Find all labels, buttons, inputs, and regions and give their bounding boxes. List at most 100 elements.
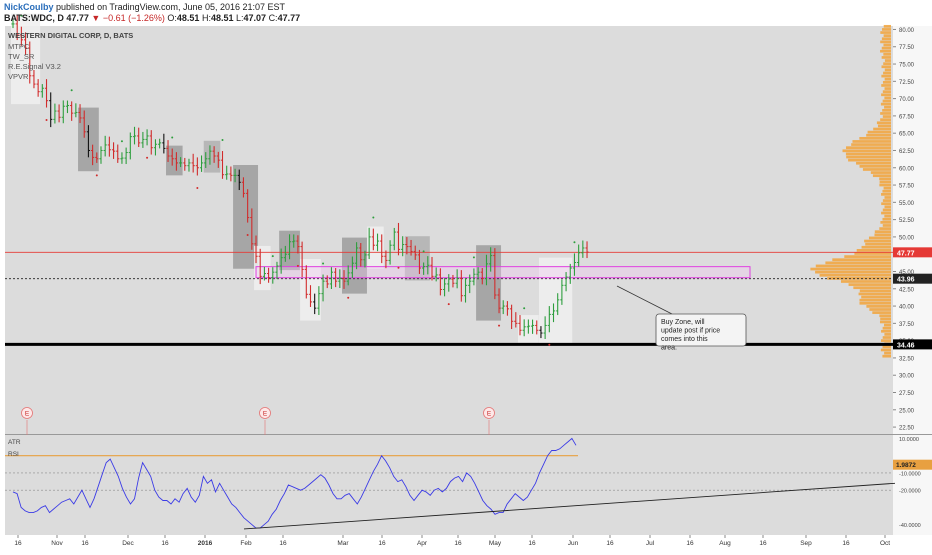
time-tick-label: Oct	[880, 540, 890, 547]
price-tick-label: 30.00	[899, 374, 915, 380]
ohlc-bar	[70, 101, 74, 121]
volume-profile-bar	[815, 264, 891, 268]
ohlc-bar	[11, 19, 15, 29]
volume-profile-bar	[881, 56, 891, 59]
rsi-trendline	[243, 482, 896, 530]
ohlc-bar	[367, 227, 371, 260]
volume-profile-bar	[845, 152, 891, 156]
volume-profile-bar	[882, 224, 891, 227]
ohlc-bar	[438, 268, 442, 296]
signal-zone-box	[166, 145, 183, 176]
volume-profile-bar	[884, 214, 891, 218]
indicator-resignal[interactable]: R.E.Signal V3.2	[8, 62, 61, 71]
ohlc-bar	[233, 168, 237, 183]
ohlc-high: 48.51	[210, 13, 234, 23]
ohlc-bar	[275, 261, 279, 280]
ohlc-bar	[57, 104, 61, 123]
volume-profile-bar	[842, 149, 891, 153]
publish-text: published on TradingView.com, June 05, 2…	[56, 2, 286, 12]
signal-dot	[271, 255, 274, 258]
price-tick-label: 65.00	[899, 132, 915, 138]
last-price: 47.77	[66, 13, 89, 23]
ohlc-bar	[455, 269, 459, 289]
ohlc-bar	[371, 228, 375, 251]
ohlc-bar	[493, 248, 497, 300]
ohlc-bar	[401, 236, 405, 257]
osc-label-atr: ATR	[8, 439, 21, 446]
ohlc-bar	[338, 269, 342, 289]
author-link[interactable]: NickCoulby	[4, 2, 54, 12]
signal-dot	[372, 216, 375, 219]
annotation-pointer	[616, 285, 673, 315]
signal-dot	[422, 250, 425, 253]
indicator-vpvr[interactable]: VPVR	[8, 72, 29, 81]
atr-value-badge	[893, 459, 932, 470]
volume-profile-bar	[861, 245, 891, 249]
ohlc-bar	[91, 144, 95, 166]
price-tick-label: 72.50	[899, 80, 915, 86]
volume-profile-bar	[864, 239, 891, 243]
price-tick-label: 32.50	[899, 356, 915, 362]
ohlc-bar	[296, 235, 300, 254]
ohlc-bar	[363, 250, 367, 268]
volume-profile-bar	[880, 49, 891, 53]
volume-profile-bar	[859, 301, 891, 305]
earnings-marker-label: E	[487, 411, 492, 418]
price-tick-label: 75.00	[899, 63, 915, 69]
ohlc-bar	[568, 263, 572, 284]
ohlc-o-label: O:	[167, 13, 177, 23]
ohlc-bar	[556, 293, 560, 316]
volume-profile-bar	[882, 217, 891, 221]
time-tick-label: 16	[378, 540, 386, 547]
time-tick-label: Jul	[646, 540, 655, 547]
volume-profile-bar	[881, 46, 891, 50]
volume-profile-bar	[859, 289, 891, 293]
ohlc-bar	[128, 132, 132, 160]
signal-dot	[548, 343, 551, 346]
indicator-twsr[interactable]: TW_SR	[8, 52, 35, 61]
volume-profile-bar	[882, 199, 891, 202]
price-tick-label: 40.00	[899, 305, 915, 311]
volume-profile-bar	[881, 202, 891, 206]
time-tick-label: Feb	[240, 540, 252, 547]
ohlc-bar	[262, 266, 266, 281]
osc-tick-label: -40.0000	[899, 523, 921, 529]
ohlc-bar	[422, 262, 426, 275]
volume-profile-bar	[881, 93, 891, 97]
ohlc-bar	[158, 138, 162, 149]
annotation-text-line: area.	[661, 345, 677, 352]
osc-tick-label: -10.0000	[899, 471, 921, 477]
ohlc-bar	[476, 267, 480, 280]
volume-profile-bar	[882, 108, 891, 112]
ohlc-bar	[530, 319, 535, 334]
earnings-marker	[259, 407, 271, 419]
volume-profile-bar	[884, 77, 891, 81]
signal-dot	[20, 14, 23, 17]
volume-profile-bar	[859, 164, 891, 168]
ohlc-bar	[551, 303, 556, 323]
indicator-mtpc[interactable]: MTPC	[8, 42, 30, 51]
price-tick-label: 60.00	[899, 166, 915, 172]
ohlc-bar	[539, 326, 543, 339]
ohlc-bar	[145, 129, 149, 146]
ohlc-bar	[405, 237, 409, 255]
signal-dot	[246, 234, 249, 237]
time-tick-label: Jun	[568, 540, 579, 547]
signal-dot	[397, 266, 400, 269]
volume-profile-bar	[881, 37, 891, 41]
volume-profile-bar	[881, 65, 891, 69]
ohlc-bar	[111, 142, 116, 159]
ohlc-bar	[225, 165, 229, 180]
time-tick-label: 16	[161, 540, 169, 547]
signal-zone-box	[203, 140, 221, 173]
volume-profile-bar	[882, 28, 891, 31]
volume-profile-bar	[882, 80, 891, 84]
volume-profile-bar	[866, 305, 891, 308]
ohlc-bar	[179, 157, 183, 168]
volume-profile-bar	[827, 277, 891, 280]
volume-profile-bar	[884, 333, 891, 336]
ohlc-bar	[564, 272, 568, 292]
volume-profile-bar	[868, 236, 891, 240]
ohlc-bar	[279, 248, 283, 274]
